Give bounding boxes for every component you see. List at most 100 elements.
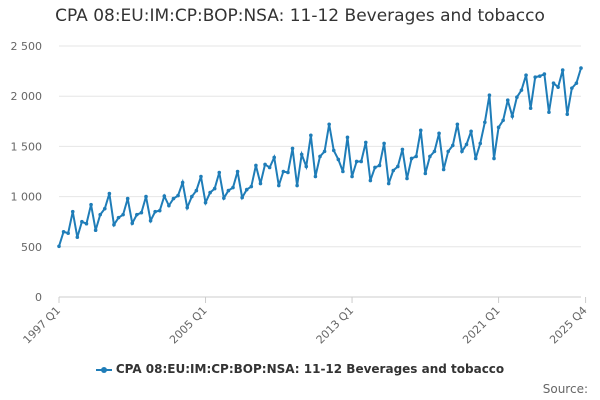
data-point[interactable] <box>405 176 409 181</box>
data-point[interactable] <box>276 183 281 188</box>
data-point[interactable] <box>501 118 505 123</box>
data-point[interactable] <box>377 163 382 168</box>
data-point[interactable] <box>309 133 313 138</box>
data-point[interactable] <box>148 218 153 223</box>
data-point[interactable] <box>455 122 460 127</box>
data-point[interactable] <box>460 149 464 154</box>
data-point[interactable] <box>281 169 286 174</box>
legend[interactable]: CPA 08:EU:IM:CP:BOP:NSA: 11-12 Beverages… <box>0 362 600 376</box>
data-point[interactable] <box>579 66 583 70</box>
data-point[interactable] <box>368 178 373 183</box>
data-point[interactable] <box>450 143 455 148</box>
data-point[interactable] <box>93 228 98 233</box>
data-point[interactable] <box>295 183 299 188</box>
data-point[interactable] <box>336 157 341 162</box>
data-point[interactable] <box>57 244 61 249</box>
data-point[interactable] <box>318 154 322 159</box>
data-point[interactable] <box>432 149 437 154</box>
data-point[interactable] <box>414 154 418 159</box>
data-point[interactable] <box>322 149 327 154</box>
data-point[interactable] <box>446 149 451 154</box>
data-point[interactable] <box>519 88 524 92</box>
data-point[interactable] <box>212 186 217 191</box>
data-point[interactable] <box>483 120 487 125</box>
data-point[interactable] <box>208 190 212 195</box>
data-point[interactable] <box>249 184 254 189</box>
data-point[interactable] <box>263 162 267 167</box>
data-point[interactable] <box>537 74 542 78</box>
data-point[interactable] <box>528 106 533 111</box>
data-point[interactable] <box>102 206 107 211</box>
data-point[interactable] <box>354 159 359 164</box>
data-point[interactable] <box>176 193 180 198</box>
data-point[interactable] <box>217 170 222 175</box>
data-point[interactable] <box>469 129 473 134</box>
data-point[interactable] <box>391 168 396 173</box>
data-point[interactable] <box>560 68 565 72</box>
data-point[interactable] <box>441 167 446 172</box>
data-point[interactable] <box>423 171 428 176</box>
data-point[interactable] <box>574 81 579 85</box>
data-point[interactable] <box>70 209 75 214</box>
data-point[interactable] <box>363 140 368 145</box>
data-point[interactable] <box>437 131 441 136</box>
data-point[interactable] <box>107 191 112 196</box>
data-point[interactable] <box>304 164 309 169</box>
data-point[interactable] <box>194 188 199 193</box>
data-point[interactable] <box>524 73 528 77</box>
data-point[interactable] <box>565 112 570 117</box>
data-point[interactable] <box>180 180 185 185</box>
data-point[interactable] <box>510 114 515 119</box>
data-point[interactable] <box>139 210 144 215</box>
legend-label[interactable]: CPA 08:EU:IM:CP:BOP:NSA: 11-12 Beverages… <box>115 362 505 376</box>
data-point[interactable] <box>153 209 157 214</box>
data-point[interactable] <box>505 98 510 103</box>
data-point[interactable] <box>89 202 93 207</box>
data-point[interactable] <box>418 128 423 133</box>
data-point[interactable] <box>240 195 244 200</box>
data-point[interactable] <box>409 156 414 161</box>
data-point[interactable] <box>286 170 290 175</box>
data-point[interactable] <box>331 148 336 153</box>
data-point[interactable] <box>231 185 235 190</box>
data-point[interactable] <box>235 169 240 174</box>
data-point[interactable] <box>473 156 478 161</box>
data-point[interactable] <box>84 221 89 226</box>
data-point[interactable] <box>199 174 203 179</box>
data-point[interactable] <box>222 196 226 200</box>
data-point[interactable] <box>80 219 84 224</box>
data-point[interactable] <box>478 141 483 146</box>
data-point[interactable] <box>327 122 331 127</box>
data-point[interactable] <box>396 164 400 169</box>
data-point[interactable] <box>144 194 148 199</box>
data-point[interactable] <box>400 147 405 152</box>
data-point[interactable] <box>112 222 116 227</box>
data-point[interactable] <box>547 110 551 115</box>
data-point[interactable] <box>121 212 125 217</box>
data-point[interactable] <box>373 165 377 170</box>
data-point[interactable] <box>515 95 519 99</box>
data-point[interactable] <box>116 215 121 220</box>
data-point[interactable] <box>551 81 556 85</box>
data-point[interactable] <box>382 141 386 146</box>
data-point[interactable] <box>556 85 560 89</box>
data-point[interactable] <box>290 146 295 151</box>
data-point[interactable] <box>492 156 496 161</box>
data-point[interactable] <box>533 75 538 79</box>
data-point[interactable] <box>135 212 139 217</box>
data-point[interactable] <box>386 181 391 186</box>
data-point[interactable] <box>254 163 258 168</box>
data-point[interactable] <box>341 169 345 174</box>
data-point[interactable] <box>75 235 80 240</box>
data-point[interactable] <box>171 196 176 201</box>
data-point[interactable] <box>496 125 501 130</box>
data-point[interactable] <box>299 152 304 157</box>
data-point[interactable] <box>98 212 103 217</box>
data-point[interactable] <box>157 208 162 213</box>
data-point[interactable] <box>313 174 318 179</box>
data-point[interactable] <box>203 200 208 205</box>
data-point[interactable] <box>267 165 272 170</box>
data-point[interactable] <box>464 142 469 147</box>
data-point[interactable] <box>542 72 547 76</box>
data-point[interactable] <box>130 221 135 226</box>
